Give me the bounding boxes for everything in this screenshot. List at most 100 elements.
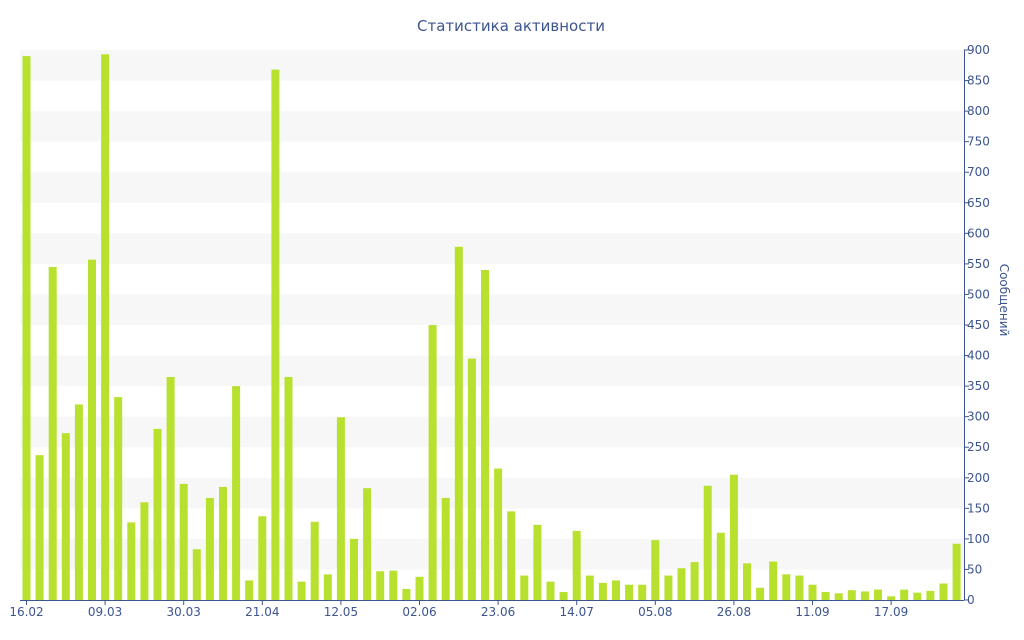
bar <box>756 587 765 600</box>
y-tick-label: 500 <box>967 287 990 301</box>
bar <box>35 455 44 600</box>
bar <box>415 576 424 600</box>
bar <box>743 563 751 600</box>
grid-band <box>20 294 964 325</box>
bar <box>192 549 201 600</box>
y-tick-label: 100 <box>967 532 990 546</box>
bar <box>140 502 149 600</box>
bar <box>834 593 843 600</box>
grid-band <box>20 355 964 387</box>
bar <box>310 521 319 600</box>
bars-group <box>22 54 961 601</box>
bar <box>821 592 830 600</box>
bar <box>795 575 804 600</box>
bar <box>166 376 175 600</box>
bar <box>559 592 568 600</box>
bar <box>926 590 935 600</box>
bar <box>664 575 673 600</box>
bar <box>61 433 70 600</box>
bar <box>48 266 57 600</box>
x-tick-label: 12.05 <box>324 605 358 619</box>
y-tick-label: 250 <box>967 440 990 454</box>
x-tick-label: 16.02 <box>9 605 43 619</box>
bar <box>887 596 896 600</box>
grid-band <box>20 416 964 448</box>
y-axis-title: Сообщений <box>997 264 1011 337</box>
chart-title: Статистика активности <box>417 17 605 35</box>
bar <box>716 532 725 600</box>
bar <box>271 69 280 601</box>
bar <box>874 589 882 600</box>
grid-band <box>20 111 964 142</box>
bar <box>638 584 647 600</box>
y-tick-label: 650 <box>967 196 990 210</box>
y-tick-label: 800 <box>967 104 990 118</box>
bar <box>284 376 293 600</box>
y-tick-label: 550 <box>967 257 990 271</box>
bar <box>114 397 123 600</box>
bar <box>769 561 778 600</box>
bar <box>245 580 254 600</box>
bar <box>219 486 227 600</box>
y-tick-label: 350 <box>967 379 990 393</box>
y-tick-label: 600 <box>967 226 990 240</box>
bar <box>913 592 922 600</box>
bar <box>101 54 110 601</box>
bar <box>572 530 581 600</box>
bar <box>651 540 660 600</box>
grid-band <box>20 50 964 81</box>
x-axis: 16.02 09.03 30.03 21.04 12.05 02.06 23.06 14.07… <box>9 600 908 619</box>
bar <box>179 483 188 600</box>
bar <box>336 417 345 600</box>
grid-band <box>20 233 964 264</box>
bar <box>729 474 738 600</box>
bar <box>598 582 607 600</box>
x-tick-label: 09.03 <box>88 605 122 619</box>
bar <box>376 571 385 600</box>
bar <box>297 581 306 600</box>
bar <box>690 562 699 600</box>
y-tick-label: 450 <box>967 318 990 332</box>
bar <box>625 584 634 600</box>
x-tick-label: 23.06 <box>481 605 515 619</box>
bar <box>127 522 136 600</box>
bar <box>494 468 503 600</box>
y-tick-label: 200 <box>967 471 990 485</box>
y-tick-label: 850 <box>967 74 990 88</box>
y-tick-label: 0 <box>967 593 975 607</box>
x-tick-label: 02.06 <box>402 605 436 619</box>
bar <box>323 574 332 600</box>
x-tick-label: 26.08 <box>717 605 751 619</box>
x-tick-label: 21.04 <box>245 605 279 619</box>
x-tick-label: 30.03 <box>167 605 201 619</box>
bar <box>153 428 162 600</box>
x-tick-label: 14.07 <box>560 605 594 619</box>
bar <box>74 404 83 600</box>
bar <box>860 591 869 600</box>
bar <box>428 325 437 600</box>
bar <box>350 538 358 600</box>
bar <box>939 583 948 600</box>
grid-band <box>20 477 964 509</box>
y-tick-label: 300 <box>967 410 990 424</box>
bar <box>546 581 555 600</box>
bar <box>88 259 96 600</box>
y-tick-label: 400 <box>967 349 990 363</box>
bar <box>232 386 241 600</box>
bar <box>363 488 372 600</box>
bar <box>677 568 686 600</box>
bar <box>585 575 594 600</box>
bar <box>258 516 267 600</box>
bar <box>441 497 450 600</box>
bar <box>847 590 856 600</box>
y-tick-label: 50 <box>967 562 982 576</box>
grid-band <box>20 538 964 570</box>
bar <box>612 580 620 600</box>
y-tick-label: 150 <box>967 501 990 515</box>
grid-band <box>20 172 964 203</box>
bar <box>952 543 961 600</box>
bar <box>467 358 476 600</box>
bar <box>389 570 398 600</box>
bar <box>507 511 516 600</box>
